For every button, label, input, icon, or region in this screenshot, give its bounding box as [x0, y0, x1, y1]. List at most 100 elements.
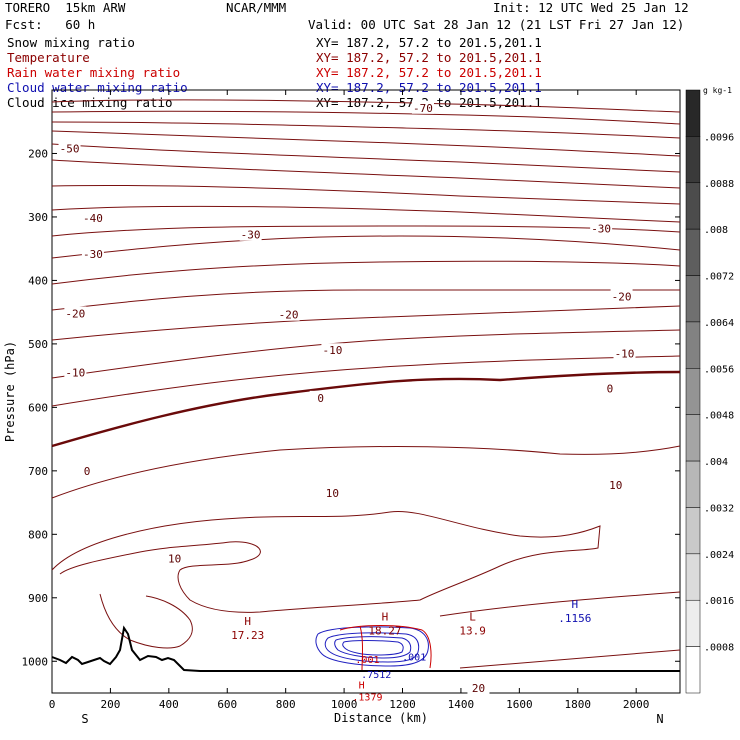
field-cloud-water: Cloud water mixing ratio	[7, 80, 188, 95]
contour-label-bg	[81, 246, 104, 260]
contour-line	[51, 260, 681, 285]
colorbar-swatch	[685, 228, 701, 276]
contour-label-bg	[239, 227, 262, 241]
model-name: TORERO 15km ARW	[5, 0, 126, 15]
contour-line	[51, 235, 681, 259]
terrain-line	[51, 625, 680, 672]
contour-label: -20	[65, 307, 85, 320]
x-tick-label: 1400	[448, 698, 475, 711]
contour-label: -20	[612, 290, 632, 303]
x-tick-label: 2000	[623, 698, 650, 711]
contour-label-bg	[613, 346, 636, 360]
colorbar-tick-label: .0048	[704, 411, 734, 422]
contour-label: 10	[609, 479, 622, 492]
extremum-marker: H	[382, 611, 389, 624]
contour-label-bg	[64, 365, 87, 379]
colorbar-swatch	[685, 507, 701, 555]
contour-label-bg	[76, 463, 99, 477]
contour-label: -70	[413, 102, 433, 115]
contour-line	[51, 370, 681, 448]
extremum-value: .1156	[558, 612, 591, 625]
y-tick-label: 900	[28, 592, 48, 605]
y-tick-label: 400	[28, 274, 48, 287]
field-cloud-ice: Cloud ice mixing ratio	[7, 95, 173, 110]
colorbar-swatch	[685, 646, 701, 694]
contour-label: 0	[317, 392, 324, 405]
rain-contours	[339, 625, 432, 671]
contour-label-bg	[64, 306, 87, 320]
contour-label: 0	[84, 465, 91, 478]
contour-line	[51, 110, 681, 125]
xy-cloud-water: XY= 187.2, 57.2 to 201.5,201.1	[316, 80, 542, 95]
contour-line	[51, 289, 680, 311]
forecast-hour: Fcst: 60 h	[5, 17, 96, 32]
valid-time: Valid: 00 UTC Sat 28 Jan 12 (21 LST Fri …	[308, 17, 685, 32]
colorbar-swatch	[685, 368, 701, 415]
temperature-contours	[51, 99, 681, 669]
colorbar-swatch	[685, 321, 701, 369]
contour-label-bg	[598, 381, 621, 395]
x-tick-label: 400	[159, 698, 179, 711]
x-tick-label: 1800	[565, 698, 592, 711]
contour-line	[51, 510, 601, 613]
contour-line	[99, 593, 193, 649]
contour-line	[439, 591, 681, 617]
contour-label: -10	[615, 347, 635, 360]
contour-line	[51, 184, 681, 205]
x-tick-label: 1000	[331, 698, 358, 711]
contour-line	[51, 99, 681, 113]
colorbar-tick-label: .0088	[704, 179, 734, 190]
contour-line	[51, 159, 681, 189]
contour-label: -10	[322, 344, 342, 357]
contour-label-bg	[277, 307, 300, 321]
extremum-value: 13.9	[459, 625, 486, 638]
x-tick-label: 1600	[506, 698, 533, 711]
y-axis-label: Pressure (hPa)	[3, 341, 17, 442]
y-tick-label: 600	[28, 401, 48, 414]
x-tick-label: 600	[217, 698, 237, 711]
rain-label: .001	[402, 653, 426, 664]
contour-label-bg	[467, 680, 490, 694]
contour-line	[51, 143, 681, 173]
colorbar-tick-label: .004	[704, 457, 728, 468]
contour-label: -50	[60, 142, 80, 155]
x-axis-label: Distance (km)	[334, 711, 428, 725]
contour-label: -40	[83, 212, 103, 225]
colorbar-tick-label: .0008	[704, 643, 734, 654]
contour-line	[51, 121, 681, 139]
contour-line	[51, 205, 681, 223]
rain-contour	[339, 625, 432, 669]
contour-label: -30	[83, 248, 103, 261]
contour-label-bg	[411, 100, 434, 114]
rain-label: .7512	[361, 670, 391, 681]
cloud-water-contour	[342, 640, 404, 656]
x-end-south: S	[81, 712, 88, 726]
colorbar-tick-label: .0056	[704, 364, 734, 375]
y-tick-label: 800	[28, 528, 48, 541]
colorbar-swatch	[685, 553, 701, 601]
extremum-value: 18.27	[368, 625, 401, 638]
field-rain: Rain water mixing ratio	[7, 65, 181, 80]
extremum-marker: H	[244, 615, 251, 628]
cloud-water-contour	[324, 632, 420, 663]
colorbar-tick-label: .008	[704, 225, 728, 236]
contour-label-bg	[321, 343, 344, 357]
xy-snow: XY= 187.2, 57.2 to 201.5,201.1	[316, 35, 542, 50]
extremum-marker: L	[469, 611, 476, 624]
cloud-water-contours	[315, 626, 429, 667]
contour-label-bg	[321, 486, 344, 500]
rain-label: .1379	[352, 693, 382, 704]
extremum-marker: H	[572, 598, 579, 611]
rain-contour	[359, 625, 363, 671]
colorbar-unit: g kg-1	[703, 86, 732, 95]
colorbar-swatch	[685, 599, 701, 647]
y-tick-label: 700	[28, 465, 48, 478]
contour-label: 20	[472, 682, 485, 695]
contour-line	[51, 305, 681, 341]
colorbar-swatch	[685, 136, 701, 184]
init-time: Init: 12 UTC Wed 25 Jan 12	[493, 0, 689, 15]
contour-line	[51, 445, 681, 499]
y-tick-label: 300	[28, 211, 48, 224]
cloud-water-contour	[334, 636, 412, 659]
